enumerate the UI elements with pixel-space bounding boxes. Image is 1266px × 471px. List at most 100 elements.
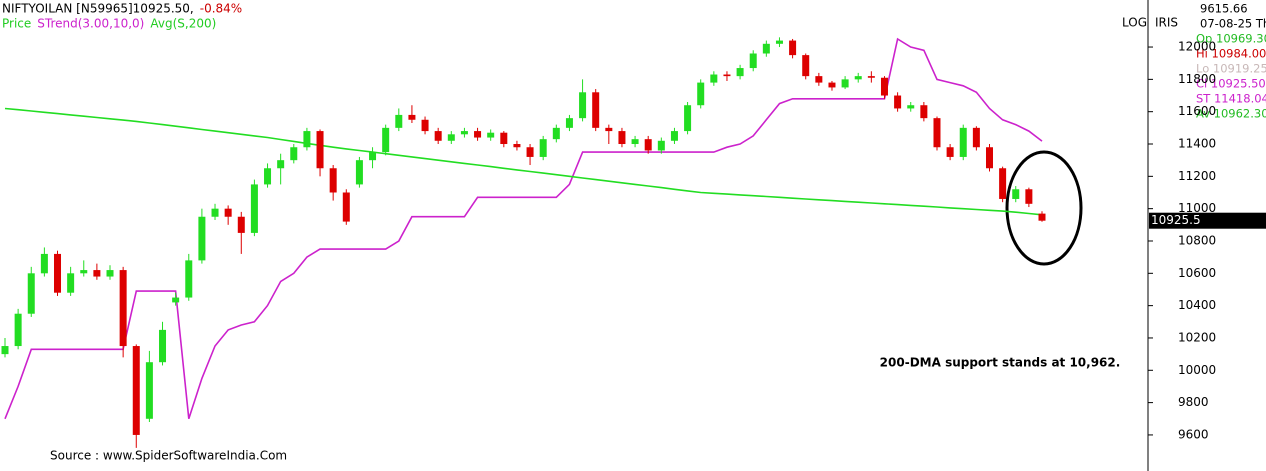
candle-body	[972, 127, 980, 148]
candle-body	[303, 131, 311, 148]
candle-body	[342, 192, 350, 222]
candle-body	[894, 95, 902, 109]
candle-body	[526, 147, 534, 157]
candle-body	[1012, 189, 1020, 199]
y-tick-label: 12000	[1178, 40, 1216, 54]
candle-body	[946, 147, 954, 157]
candle-body	[264, 168, 272, 185]
candle-body	[198, 216, 206, 261]
indicator-line	[4, 37, 1043, 420]
candle-body	[329, 168, 337, 193]
candle-body	[27, 273, 35, 314]
candle-body	[631, 139, 639, 145]
candle-body	[959, 127, 967, 157]
source: Source : www.SpiderSoftwareIndia.Com	[50, 449, 287, 463]
candle-body	[145, 362, 153, 419]
candle-body	[40, 253, 48, 274]
info-text: 07-08-25 Th	[1200, 17, 1266, 31]
legend-entry: Avg(S,200)	[150, 17, 216, 31]
candle-body	[605, 127, 613, 132]
y-tick-label: 10200	[1178, 330, 1216, 344]
candle-body	[907, 105, 915, 109]
candle-body	[880, 77, 888, 96]
y-tick-label: 10600	[1178, 266, 1216, 280]
candle-body	[775, 40, 783, 44]
candle-body	[657, 140, 665, 151]
candle-body	[867, 76, 875, 78]
info-text: Cl 10925.50	[1196, 77, 1266, 91]
info-text: Op 10969.30	[1196, 32, 1266, 46]
y-tick-label: 9600	[1178, 427, 1209, 441]
candle-body	[710, 74, 718, 83]
candle-body	[80, 270, 88, 274]
candle-body	[421, 119, 429, 132]
y-tick-label: 11800	[1178, 72, 1216, 86]
candle-body	[369, 152, 377, 161]
candle-body	[487, 132, 495, 138]
y-tick-label: 9800	[1178, 395, 1209, 409]
candle-body	[1038, 213, 1046, 221]
change: -0.84%	[200, 2, 242, 16]
candle-body	[789, 40, 797, 56]
candle-body	[513, 144, 521, 148]
info-text: Hi 10984.00	[1196, 47, 1266, 61]
candle-body	[1, 346, 9, 355]
info-text: ST 11418.04	[1196, 92, 1266, 106]
legend-entry: STrend(3.00,10,0)	[37, 17, 144, 31]
candle-body	[552, 127, 560, 140]
candle-body	[802, 55, 810, 77]
candle-body	[841, 79, 849, 88]
candle-body	[211, 208, 219, 217]
chart-title: NIFTYOILAN [N59965]10925.50,	[2, 2, 194, 16]
candle-body	[644, 139, 652, 151]
candle-body	[185, 260, 193, 298]
candle-body	[250, 184, 258, 233]
legend-entry: Price	[2, 17, 31, 31]
candle-body	[434, 131, 442, 141]
candle-body	[1025, 189, 1033, 204]
y-tick-label: 11400	[1178, 137, 1216, 151]
last-price-label: 10925.5	[1151, 213, 1201, 227]
info-text: Av 10962.30	[1196, 107, 1266, 121]
y-tick-label: 10000	[1178, 363, 1216, 377]
candle-body	[736, 68, 744, 77]
candle-body	[316, 131, 324, 169]
candle-body	[290, 147, 298, 161]
y-tick-label: 11200	[1178, 169, 1216, 183]
last-price-box	[1149, 212, 1266, 229]
candle-body	[592, 92, 600, 128]
info-text: Lo 10919.25	[1196, 62, 1266, 76]
y-tick-label: 11000	[1178, 201, 1216, 215]
candle-body	[684, 105, 692, 132]
candle-body	[815, 76, 823, 83]
info-text: 9615.66	[1200, 2, 1248, 16]
candle-body	[565, 118, 573, 128]
candle-body	[447, 134, 455, 141]
y-tick-label: 10800	[1178, 233, 1216, 247]
candle-body	[762, 43, 770, 54]
scale-label: IRIS	[1155, 16, 1178, 30]
candle-body	[618, 131, 626, 145]
candle-body	[277, 160, 285, 169]
candle-body	[159, 329, 167, 363]
candle-body	[408, 114, 416, 120]
highlight-ellipse	[1005, 150, 1083, 266]
y-tick-label: 11600	[1178, 104, 1216, 118]
candle-body	[670, 131, 678, 141]
candle-body	[579, 92, 587, 119]
candle-body	[106, 270, 114, 277]
candle-body	[93, 270, 101, 277]
candle-body	[920, 105, 928, 119]
candle-body	[460, 131, 468, 135]
scale-label: LOG	[1122, 16, 1147, 30]
candle-body	[749, 53, 757, 69]
candle-body	[395, 114, 403, 128]
candle-body	[67, 273, 75, 293]
candle-body	[828, 82, 836, 88]
candle-body	[54, 253, 62, 293]
candle-body	[14, 313, 22, 347]
candle-body	[119, 270, 127, 347]
indicator-line	[4, 107, 1043, 216]
candle-body	[172, 297, 180, 303]
